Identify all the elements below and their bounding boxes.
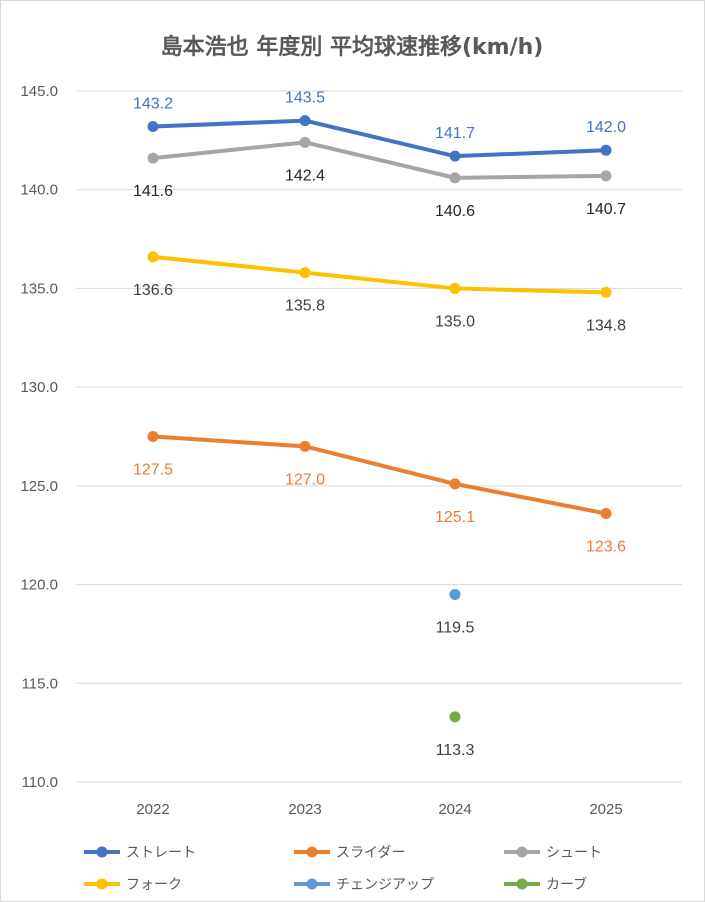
x-axis-ticks: 2022 2023 2024 2025 [136,801,622,818]
series-line [151,434,608,516]
data-label: 113.3 [436,742,475,759]
legend-label: チェンジアップ [336,877,434,893]
x-tick-label: 2022 [136,801,169,818]
data-label: 140.7 [586,201,626,218]
legend-label: ストレート [126,845,196,861]
legend-item: カーブ [504,876,587,893]
data-labels: 143.2 143.5 141.7 142.0 127.5 127.0 125.1 123.6… [133,90,626,759]
data-point [147,431,159,442]
data-point [449,282,461,294]
data-point [449,588,461,600]
data-point [449,150,461,162]
series-4 [147,251,612,298]
data-label: 135.0 [435,313,475,330]
x-tick-label: 2024 [438,801,471,818]
data-point [449,711,461,723]
series-line [151,140,608,180]
x-tick-label: 2023 [288,801,321,818]
series-1 [147,115,612,162]
data-label: 140.6 [435,203,475,220]
data-label: 119.5 [436,619,475,636]
y-tick-label: 125.0 [20,478,58,495]
data-label: 127.5 [133,462,173,479]
y-tick-label: 135.0 [20,280,58,297]
series-line [151,118,608,159]
data-point [600,507,612,519]
chart-title: 島本浩也 年度別 平均球速推移(km/h) [161,34,544,60]
series-2 [147,431,612,519]
y-tick-label: 130.0 [20,379,58,396]
data-label: 142.0 [586,119,626,136]
data-point [147,251,159,263]
y-tick-label: 110.0 [22,774,58,791]
series-line [151,254,608,295]
data-label: 136.6 [133,282,173,299]
data-point [147,152,159,164]
data-label: 143.2 [133,96,173,113]
data-point [449,478,461,490]
data-point [600,286,612,298]
data-label: 134.8 [586,317,626,334]
legend-item: シュート [504,845,602,861]
legend-item: フォーク [84,877,182,893]
legend-label: カーブ [546,876,587,893]
legend-item: チェンジアップ [294,877,434,893]
legend-swatch-marker [516,846,528,858]
data-label: 143.5 [285,90,325,107]
x-tick-label: 2025 [589,801,622,818]
y-tick-label: 140.0 [20,182,58,199]
data-label: 123.6 [586,538,626,555]
y-tick-label: 115.0 [22,675,58,692]
y-tick-label: 120.0 [20,577,58,594]
legend-swatch-marker [306,878,318,890]
data-label: 141.7 [435,125,475,142]
legend-label: シュート [546,845,602,861]
data-point [299,267,311,279]
legend-swatch-marker [516,878,528,890]
legend-swatch-marker [96,878,108,890]
series-6 [449,711,461,723]
data-point [299,136,311,148]
y-axis-ticks: 110.0 115.0 120.0 125.0 130.0 135.0 140.0 145.0 [20,83,58,791]
data-point [147,121,159,133]
data-point [600,170,612,182]
data-point [299,440,311,452]
data-label: 135.8 [285,298,325,315]
legend-label: フォーク [126,877,182,893]
data-point [600,144,612,156]
legend-label: スライダー [336,845,405,861]
data-label: 125.1 [435,509,475,526]
legend-swatch-marker [96,846,108,858]
data-point [449,172,461,184]
series-3 [147,136,612,184]
y-tick-label: 145.0 [20,83,58,100]
legend-swatch-marker [306,846,318,858]
data-label: 127.0 [285,471,325,488]
data-label: 142.4 [285,167,325,184]
legend-item: スライダー [294,845,405,861]
data-label: 141.6 [133,183,173,200]
data-point [299,115,311,127]
series-5 [449,588,461,600]
series-layer [147,115,612,723]
gridlines [76,90,682,783]
legend-item: ストレート [84,845,196,861]
